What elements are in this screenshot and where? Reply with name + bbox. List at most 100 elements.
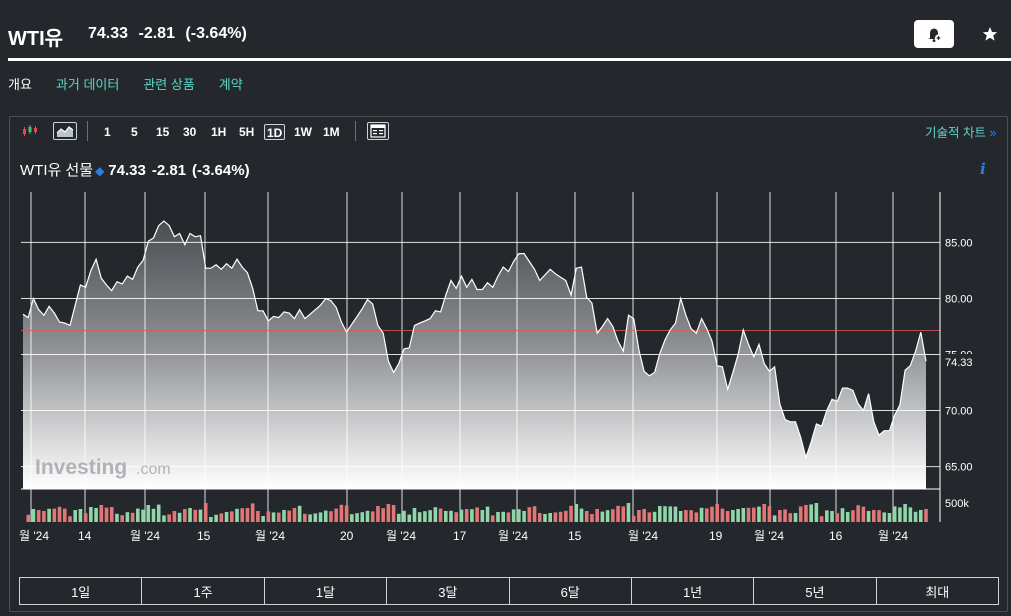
range-3m[interactable]: 3달 [387,578,510,604]
interval-1d[interactable]: 1D [264,124,286,140]
subnav-overview[interactable]: 개요 [8,77,32,92]
last-value-label: 74.33 [945,357,973,369]
volume-bar [825,510,829,522]
interval-5h[interactable]: 5H [239,125,255,139]
volume-bar [261,516,265,522]
volume-bar [193,509,198,522]
interval-15[interactable]: 15 [156,125,170,139]
volume-bar [699,507,704,522]
quote-header: WTI유 74.33 -2.81 (-3.64%) [0,0,1011,62]
range-1m[interactable]: 1달 [265,578,388,604]
volume-bar [798,506,803,522]
volume-bar [245,508,250,522]
volume-bar [490,515,495,522]
volume-bar [704,508,709,522]
volume-bar [428,510,432,522]
volume-bar [663,506,667,522]
volume-bar [584,511,589,522]
chart-layout-button[interactable] [367,122,389,140]
range-6m[interactable]: 6달 [510,578,632,604]
volume-bar [47,508,51,522]
subnav-historical-data[interactable]: 과거 데이터 [55,77,120,92]
volume-bar [308,514,312,522]
volume-bar [250,503,255,522]
add-favorite-button[interactable] [978,22,1002,46]
volume-bar [318,512,323,522]
interval-1h[interactable]: 1H [211,125,227,139]
volume-bar [146,505,151,522]
header-divider [8,58,1011,61]
volume-bar [109,507,114,522]
interval-1m[interactable]: 1M [323,125,340,139]
x-tick-label: 14 [78,529,92,543]
volume-bar [391,505,396,522]
range-5y[interactable]: 5년 [754,578,877,604]
area-chart-button[interactable] [53,122,77,140]
volume-bar [678,511,683,522]
price-chart: 65.0070.0075.0080.0085.0074.33500kInvest… [19,192,973,543]
x-tick-label: 15 [568,529,582,543]
volume-bar [725,511,730,522]
range-selector: 1일 1주 1달 3달 6달 1년 5년 최대 [19,577,999,605]
x-tick-label: 19 [709,529,723,543]
x-tick-label: 월 '24 [19,529,49,543]
volume-bar [694,512,699,522]
volume-bar [684,510,688,522]
subnav-related[interactable]: 관련 상품 [143,77,195,92]
interval-1[interactable]: 1 [104,125,111,139]
volume-bar [42,511,46,522]
chart-instrument-name: WTI유 선물 [20,162,94,179]
volume-bar [78,509,83,522]
range-1w[interactable]: 1주 [142,578,265,604]
volume-bar [397,513,401,522]
volume-bar [590,514,594,522]
header-quote: 74.33 -2.81 (-3.64%) [88,25,253,43]
volume-bar [496,512,500,522]
volume-bar [767,506,772,522]
volume-bar [532,506,537,522]
volume-bar [877,510,881,522]
interval-5[interactable]: 5 [131,125,138,139]
x-tick-label: 월 '24 [628,529,658,543]
volume-bar [344,505,349,522]
y-tick-label: 65.00 [945,462,973,474]
range-1d[interactable]: 1일 [20,578,143,604]
x-tick-label: 20 [340,529,354,543]
interval-30[interactable]: 30 [183,125,197,139]
range-max[interactable]: 최대 [877,578,998,604]
volume-bar [611,509,615,522]
create-alert-button[interactable] [914,20,954,48]
range-1y[interactable]: 1년 [632,578,755,604]
volume-bar [62,508,67,522]
info-icon[interactable]: i [980,160,986,178]
toolbar-separator [355,121,356,141]
volume-bar [600,511,605,522]
x-tick-label: 17 [453,529,467,543]
candle-chart-button[interactable] [19,122,41,140]
volume-bar [68,516,72,522]
volume-bar [224,512,229,522]
volume-bar [334,508,338,522]
volume-bar [903,504,907,522]
interval-1w[interactable]: 1W [294,125,312,139]
candlestick-icon [23,125,37,136]
volume-bar [814,503,819,522]
volume-bar [595,509,599,522]
chart-change: -2.81 [151,162,187,179]
volume-bar [120,515,124,522]
volume-bar [177,512,182,522]
volume-bar [423,511,427,522]
subnav-contracts[interactable]: 계약 [218,77,243,92]
volume-bar [151,508,156,522]
volume-bar [908,507,913,522]
volume-bar [778,510,782,522]
volume-bar [360,512,365,522]
volume-bar [209,517,213,522]
volume-bar [569,505,573,522]
x-tick-label: 월 '24 [130,529,160,543]
volume-bar [866,511,871,522]
technical-chart-link[interactable]: 기술적 차트 » [925,122,996,141]
volume-bar [605,510,610,522]
volume-bar [485,506,490,522]
volume-bar [172,511,177,522]
